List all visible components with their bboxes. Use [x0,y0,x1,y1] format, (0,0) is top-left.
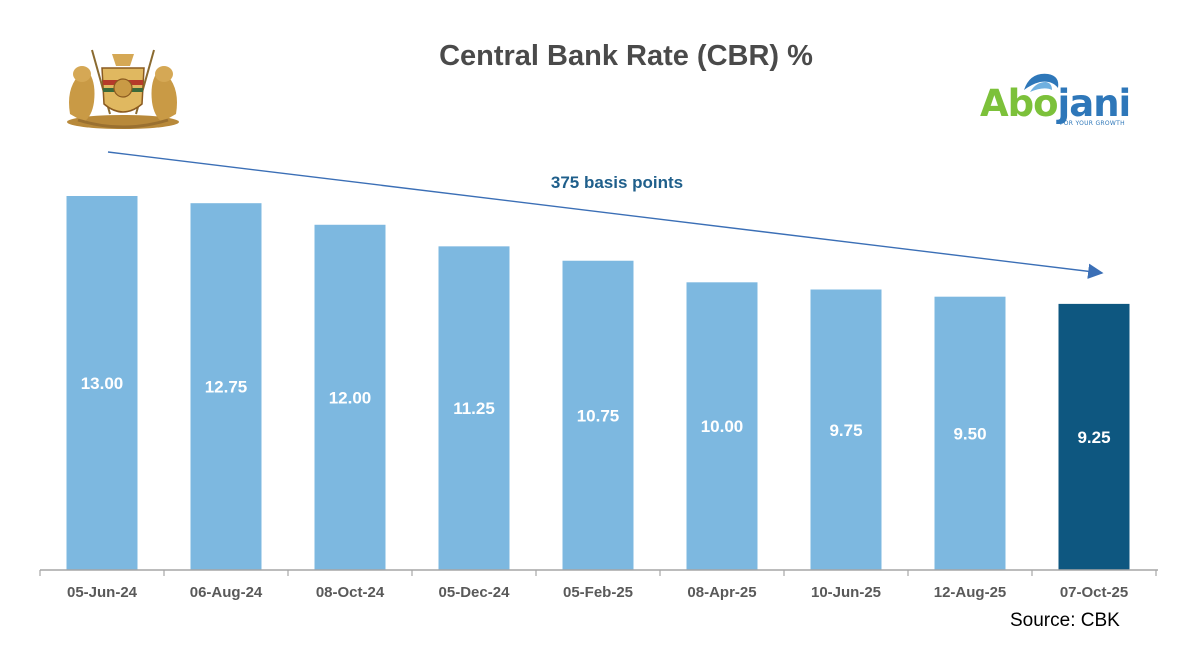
source-note: Source: CBK [1010,610,1120,631]
kenya-coat-of-arms-icon [67,49,179,129]
abojani-logo-icon: Abojani FOR YOUR GROWTH [980,68,1132,130]
bar-value-label: 12.00 [329,388,372,407]
x-tick-label: 05-Jun-24 [67,584,138,601]
bar-value-label: 9.25 [1077,428,1110,447]
bar-value-label: 12.75 [205,378,248,397]
x-axis-ticks [39,570,1157,576]
brand-tagline: FOR YOUR GROWTH [1060,120,1125,127]
bar [190,203,262,570]
bar [66,196,138,570]
bar-value-label: 10.75 [577,406,620,425]
bar-value-label: 11.25 [453,399,495,418]
x-tick-label: 12-Aug-25 [934,584,1007,601]
bars-layer [66,196,1130,570]
bar-value-label: 10.00 [701,417,744,436]
bar [934,296,1006,570]
x-tick-label: 05-Dec-24 [439,584,511,601]
trend-arrow [107,151,1104,279]
x-tick-label: 07-Oct-25 [1060,584,1128,601]
chart-title: Central Bank Rate (CBR) % [439,40,813,72]
bar-value-label: 13.00 [81,374,124,393]
x-axis-labels: 05-Jun-24 06-Aug-24 08-Oct-24 05-Dec-24 05-F… [67,584,1128,601]
x-tick-label: 08-Apr-25 [687,584,756,601]
x-tick-label: 08-Oct-24 [316,584,385,601]
bar [438,246,510,570]
bar [686,282,758,570]
x-tick-label: 10-Jun-25 [811,584,881,601]
x-tick-label: 06-Aug-24 [190,584,263,601]
bar [314,224,386,570]
x-tick-label: 05-Feb-25 [563,584,633,601]
bar [1058,303,1130,570]
bar [810,289,882,570]
bar [562,260,634,570]
value-labels: 13.00 12.75 12.00 11.25 10.75 10.00 9.75 9.50 9.… [81,374,1111,447]
bar-value-label: 9.75 [829,421,862,440]
brand-name-part2: jani [1057,82,1132,125]
annotation-label: 375 basis points [551,173,683,192]
bar-value-label: 9.50 [953,424,986,443]
brand-name-part1: Abo [980,82,1059,125]
